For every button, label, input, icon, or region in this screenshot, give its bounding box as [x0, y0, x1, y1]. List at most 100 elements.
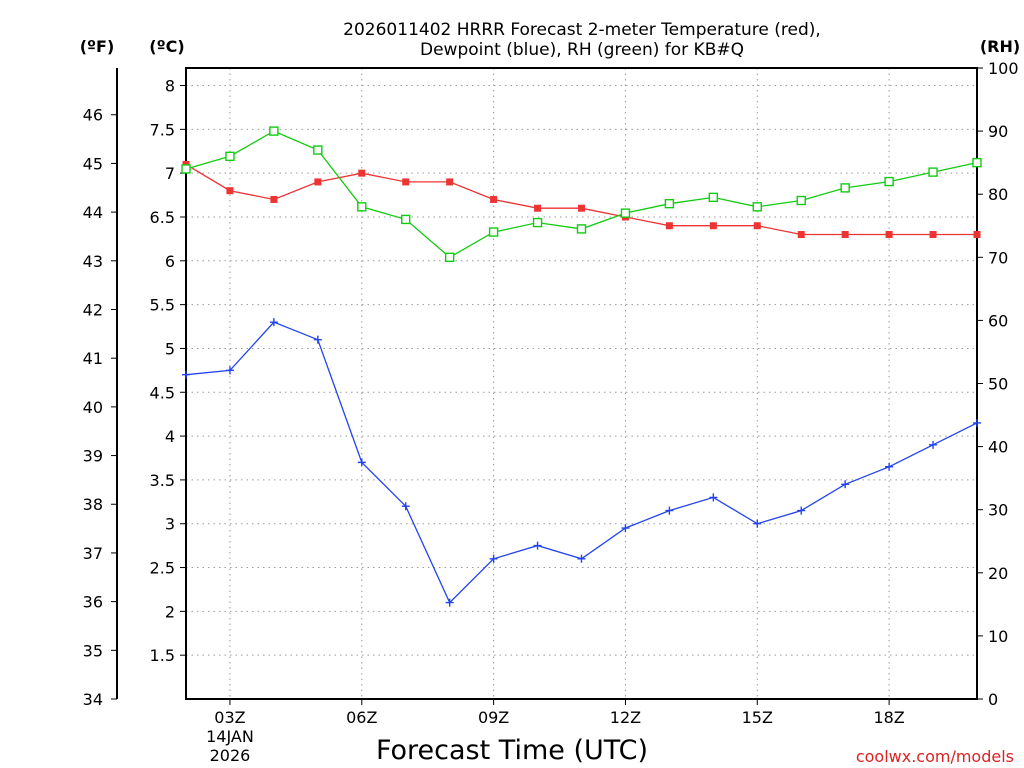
2-meter-temperature-point	[929, 231, 937, 239]
celsius-tick-label: 7.5	[150, 120, 175, 139]
2-meter-temperature-point	[314, 178, 322, 186]
2-meter-temperature-point	[578, 204, 585, 212]
rh-point	[269, 126, 279, 136]
rh-unit-label: (RH)	[980, 37, 1020, 56]
fahrenheit-tick-label: 46	[83, 106, 103, 125]
fahrenheit-tick-label: 43	[83, 252, 103, 271]
rh-tick-label: 0	[988, 690, 998, 709]
fahrenheit-tick-label: 40	[83, 398, 103, 417]
dewpoint-point	[621, 524, 630, 533]
celsius-tick-label: 1.5	[150, 646, 175, 665]
dewpoint-point	[885, 462, 894, 471]
rh-tick-label: 100	[988, 59, 1019, 78]
rh-point	[532, 217, 543, 228]
celsius-tick-label: 3.5	[150, 471, 175, 490]
x-tick-label: 18Z	[873, 708, 904, 727]
rh-tick-label: 20	[988, 564, 1008, 583]
celsius-tick-label: 5	[165, 339, 175, 358]
dewpoint-point	[445, 598, 454, 607]
rh-tick-label: 60	[988, 311, 1008, 330]
celsius-tick-label: 4	[165, 427, 175, 446]
rh-point	[840, 183, 850, 193]
dewpoint-point	[489, 554, 498, 563]
rh-point	[401, 214, 411, 225]
rh-point	[576, 224, 587, 234]
dewpoint-point	[225, 366, 234, 375]
dewpoint-point	[929, 440, 938, 449]
rh-point	[313, 145, 323, 155]
2-meter-temperature-point	[885, 231, 893, 239]
fahrenheit-tick-label: 34	[83, 690, 103, 709]
rh-point	[884, 176, 894, 187]
dewpoint-point	[401, 502, 410, 511]
rh-point	[444, 252, 455, 263]
rh-point	[972, 157, 982, 168]
rh-point	[664, 198, 675, 209]
fahrenheit-tick-label: 36	[83, 593, 103, 612]
x-tick-label: 12Z	[610, 708, 641, 727]
x-tick-date-label: 14JAN	[206, 727, 254, 746]
rh-line	[185, 130, 978, 259]
rh-point	[488, 227, 499, 237]
fahrenheit-tick-label: 44	[83, 203, 103, 222]
x-tick-label: 15Z	[742, 708, 773, 727]
rh-tick-label: 10	[988, 627, 1008, 646]
fahrenheit-tick-label: 45	[83, 154, 103, 173]
rh-point	[752, 202, 762, 212]
rh-tick-label: 40	[988, 438, 1008, 457]
2-meter-temperature-point	[753, 222, 761, 230]
rh-tick-label: 90	[988, 122, 1008, 141]
rh-point	[928, 167, 938, 177]
x-axis-title: Forecast Time (UTC)	[376, 735, 648, 766]
2-meter-temperature-point	[709, 222, 717, 230]
2-meter-temperature-point	[358, 169, 366, 177]
2-meter-temperature-point	[534, 204, 542, 212]
chart-title-line1: 2026011402 HRRR Forecast 2-meter Tempera…	[343, 20, 821, 40]
2-meter-temperature-point	[270, 195, 278, 203]
fahrenheit-tick-label: 39	[83, 447, 103, 466]
fahrenheit-tick-label: 37	[83, 544, 103, 563]
2-meter-temperature-line	[185, 163, 977, 236]
x-tick-label: 06Z	[346, 708, 377, 727]
data-series	[181, 126, 982, 607]
fahrenheit-unit-label: (ºF)	[80, 37, 115, 56]
rh-point	[708, 192, 719, 203]
rh-tick-label: 30	[988, 501, 1008, 520]
celsius-tick-label: 2.5	[150, 559, 175, 578]
2-meter-temperature-point	[973, 231, 981, 239]
2-meter-temperature-point	[797, 231, 805, 239]
rh-tick-label: 70	[988, 248, 1008, 267]
fahrenheit-tick-label: 42	[83, 300, 103, 319]
celsius-tick-label: 6	[165, 252, 175, 271]
x-tick-label: 09Z	[478, 708, 509, 727]
rh-tick-label: 80	[988, 185, 1008, 204]
celsius-tick-label: 3	[165, 515, 175, 534]
rh-tick-label: 50	[988, 375, 1008, 394]
fahrenheit-tick-label: 38	[83, 495, 103, 514]
celsius-tick-label: 6.5	[150, 208, 175, 227]
2-meter-temperature-point	[446, 178, 454, 186]
plot-frame	[185, 67, 978, 700]
rh-point	[357, 202, 367, 212]
dewpoint-point	[357, 458, 366, 467]
dewpoint-point	[973, 418, 981, 427]
dewpoint-point	[709, 493, 718, 502]
axes	[111, 67, 983, 705]
dewpoint-point	[753, 519, 762, 528]
celsius-unit-label: (ºC)	[149, 37, 184, 56]
2-meter-temperature-point	[490, 195, 498, 203]
rh-point	[620, 208, 631, 218]
celsius-tick-label: 4.5	[150, 383, 175, 402]
dewpoint-point	[269, 318, 278, 327]
chart-title-line2: Dewpoint (blue), RH (green) for KB#Q	[420, 40, 744, 60]
rh-point	[181, 164, 191, 174]
2-meter-temperature-point	[226, 187, 234, 195]
dewpoint-point	[533, 541, 542, 550]
dewpoint-point	[665, 506, 674, 515]
dewpoint-point	[313, 335, 322, 344]
dewpoint-point	[797, 506, 806, 515]
celsius-tick-label: 8	[165, 77, 175, 96]
x-tick-year-label: 2026	[210, 746, 251, 765]
credit-link[interactable]: coolwx.com/models	[856, 747, 1014, 766]
